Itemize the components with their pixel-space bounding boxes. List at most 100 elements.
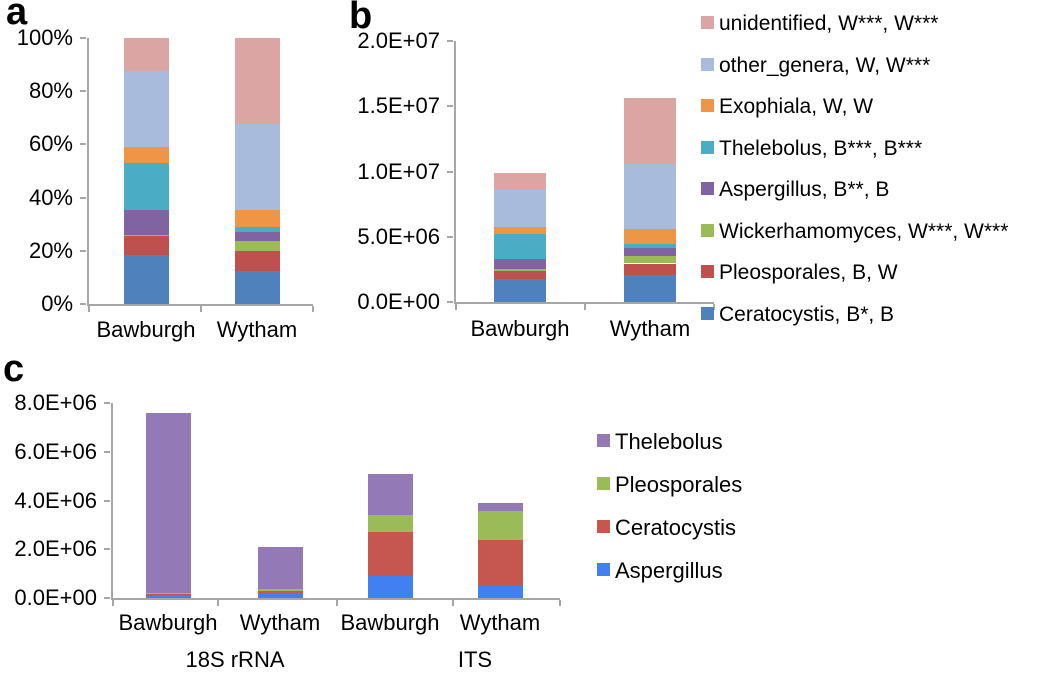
y-tick-label-a: 0% <box>41 291 73 316</box>
legend-item-other_genera: other_genera, W, W*** <box>701 55 930 76</box>
x-axis-line-a <box>87 304 313 306</box>
bar-segment-unidentified-bawburgh-b <box>494 172 546 190</box>
bar-segment-aspergillus-wytham-c <box>477 585 523 598</box>
bar-segment-wickerhamomyces-wytham-a <box>234 241 280 251</box>
bar-segment-exophiala-bawburgh-a <box>123 146 169 164</box>
chart-a-plot-area: 100% 80% 60% 40% 20% 0% Bawburgh Wytham <box>17 26 314 342</box>
x-category-label-a: Bawburgh <box>96 317 196 342</box>
bar-segment-pleosporales-bawburgh-c <box>145 593 191 595</box>
bar-segment-pleosporales-wytham-c <box>477 511 523 540</box>
x-category-label-b: Bawburgh <box>470 316 570 341</box>
legend-swatch-icon <box>597 563 610 576</box>
legend-swatch-icon <box>701 223 714 237</box>
bar-segment-exophiala-bawburgh-b <box>494 226 546 235</box>
legend-item-label: other_genera, W, W*** <box>719 53 931 77</box>
x-tick-a <box>88 306 90 312</box>
bar-segment-unidentified-wytham-a <box>234 38 280 125</box>
legend-item-aspergillus: Aspergillus, B**, B <box>701 179 889 200</box>
bar-segment-ceratocystis-wytham-c <box>257 591 303 594</box>
x-tick-c <box>452 600 454 606</box>
y-tick-c <box>104 402 110 404</box>
x-category-label-c: Bawburgh <box>340 610 440 635</box>
bar-segment-ceratocystis-wytham-b <box>624 275 676 302</box>
legend-swatch-icon <box>701 16 714 29</box>
bar-segment-other_genera-wytham-a <box>234 124 280 210</box>
y-tick-a <box>80 250 86 252</box>
bar-segment-ceratocystis-bawburgh-c <box>367 532 413 577</box>
bar-segment-aspergillus-bawburgh-c <box>367 576 413 598</box>
bar-segment-thelebolus-wytham-a <box>234 226 280 233</box>
y-tick-c <box>104 597 110 599</box>
legend-item-thelebolus: Thelebolus <box>597 431 723 453</box>
x-tick-b <box>713 304 715 310</box>
bar-segment-pleosporales-wytham-a <box>234 250 280 271</box>
x-group-label-c: ITS <box>457 647 493 672</box>
bar-segment-pleosporales-wytham-c <box>257 589 303 592</box>
bar-segment-aspergillus-bawburgh-c <box>145 595 191 598</box>
bar-segment-thelebolus-wytham-b <box>624 243 676 249</box>
bar-segment-aspergillus-wytham-c <box>257 593 303 598</box>
x-category-label-c: Bawburgh <box>118 610 218 635</box>
bar-segment-other_genera-wytham-b <box>624 164 676 229</box>
y-tick-label-b: 1.0E+07 <box>357 159 440 184</box>
bar-segment-pleosporales-bawburgh-b <box>494 271 546 280</box>
bar-segment-aspergillus-bawburgh-b <box>494 258 546 270</box>
x-tick-a <box>200 306 202 312</box>
panel-label-b: b <box>349 0 373 37</box>
y-tick-a <box>80 90 86 92</box>
y-tick-label-a: 60% <box>28 131 73 156</box>
x-tick-b <box>455 304 457 310</box>
x-tick-c <box>217 600 219 606</box>
legend-item-unidentified: unidentified, W***, W*** <box>701 13 938 34</box>
y-tick-label-a: 20% <box>28 238 73 263</box>
legend-swatch-icon <box>701 57 714 71</box>
y-tick-a <box>80 143 86 145</box>
y-tick-label-c: 6.0E+06 <box>14 439 97 464</box>
legend-swatch-icon <box>701 99 714 112</box>
y-tick-label-a: 100% <box>16 25 73 50</box>
bar-segment-unidentified-wytham-b <box>624 98 676 165</box>
bar-segment-thelebolus-bawburgh-c <box>145 412 191 594</box>
legend-item-label: Exophiala, W, W <box>719 95 874 118</box>
legend-item-label: Ceratocystis <box>615 515 737 540</box>
bar-segment-aspergillus-wytham-a <box>234 232 280 242</box>
bar-segment-ceratocystis-wytham-c <box>477 539 523 586</box>
legend-item-label: Aspergillus <box>615 558 723 583</box>
legend-item-pleosporales: Pleosporales <box>597 474 742 496</box>
bar-segment-thelebolus-wytham-c <box>477 502 523 512</box>
x-tick-c <box>112 600 114 606</box>
bar-segment-exophiala-wytham-a <box>234 209 280 227</box>
y-tick-a <box>80 197 86 199</box>
y-tick-a <box>80 37 86 39</box>
bar-segment-thelebolus-bawburgh-b <box>494 234 546 259</box>
legend-item-label: Pleosporales <box>615 472 743 497</box>
bar-segment-wickerhamomyces-bawburgh-a <box>123 235 169 237</box>
y-tick-label-a: 40% <box>28 185 73 210</box>
y-tick-label-c: 8.0E+06 <box>14 390 97 415</box>
x-group-label-c: 18S rRNA <box>185 647 285 672</box>
legend-item-label: Thelebolus, B***, B*** <box>719 136 923 160</box>
y-tick-label-b: 2.0E+07 <box>357 28 440 53</box>
panel-label-c: c <box>3 348 25 390</box>
legend-item-thelebolus: Thelebolus, B***, B*** <box>701 138 922 159</box>
bar-segment-pleosporales-bawburgh-c <box>367 515 413 533</box>
bar-segment-pleosporales-bawburgh-a <box>123 236 169 255</box>
y-tick-b <box>447 301 453 303</box>
bar-segment-pleosporales-wytham-b <box>624 263 676 276</box>
bar-segment-ceratocystis-bawburgh-b <box>494 279 546 302</box>
y-tick-label-b: 5.0E+06 <box>357 224 440 249</box>
y-axis-line-b <box>454 41 456 304</box>
x-tick-c <box>336 600 338 606</box>
x-category-label-c: Wytham <box>239 610 321 635</box>
y-tick-label-b: 0.0E+00 <box>357 289 440 314</box>
legend-item-label: Thelebolus <box>615 429 723 454</box>
y-tick-label-a: 80% <box>28 78 73 103</box>
bar-segment-thelebolus-wytham-c <box>257 546 303 590</box>
legend-swatch-icon <box>701 306 714 320</box>
bar-segment-aspergillus-bawburgh-a <box>123 209 169 236</box>
y-tick-c <box>104 451 110 453</box>
legend-swatch-icon <box>701 265 714 278</box>
legend-item-pleosporales: Pleosporales, B, W <box>701 262 898 283</box>
y-tick-b <box>447 105 453 107</box>
